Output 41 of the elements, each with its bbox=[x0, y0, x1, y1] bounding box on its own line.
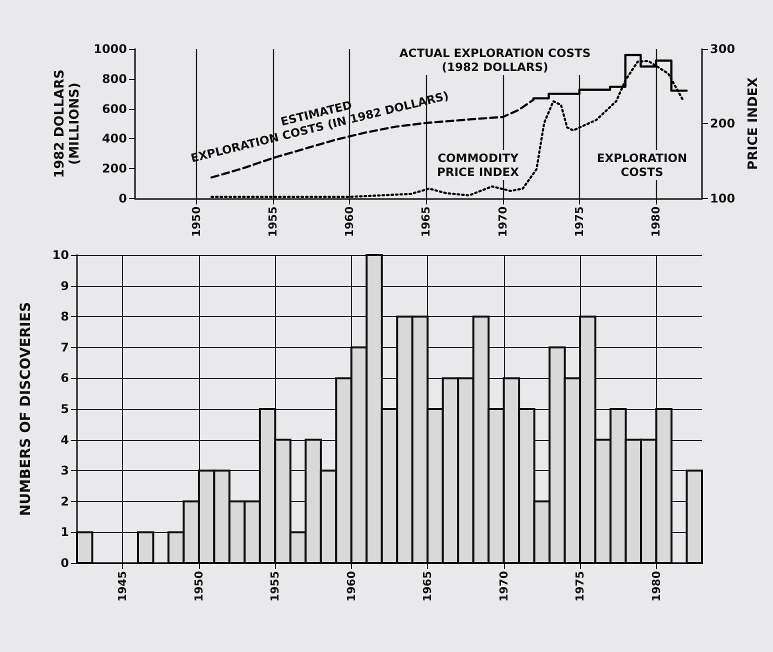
y-tick-label: 2 bbox=[60, 494, 69, 508]
y-tick-label: 800 bbox=[102, 72, 127, 86]
y2-tick-label: 100 bbox=[710, 191, 736, 206]
x-tick-label: 1975 bbox=[574, 571, 587, 602]
y-tick-label: 7 bbox=[60, 340, 69, 354]
y-tick-label: 0 bbox=[118, 191, 127, 206]
y2-axis-title: PRICE INDEX bbox=[746, 77, 761, 170]
y-tick-label: 0 bbox=[60, 556, 69, 570]
annotation: COMMODITY PRICE INDEX bbox=[436, 151, 520, 179]
x-tick-label: 1955 bbox=[268, 571, 282, 602]
y-tick-label: 1000 bbox=[94, 42, 127, 56]
x-tick-label: 1975 bbox=[572, 206, 586, 238]
y-axis-title: 1982 DOLLARS (MILLIONS) bbox=[52, 69, 83, 178]
x-tick-label: 1980 bbox=[650, 206, 663, 238]
x-tick-label: 1945 bbox=[116, 571, 130, 602]
y-tick-label: 9 bbox=[60, 278, 69, 293]
x-tick-label: 1950 bbox=[190, 206, 203, 238]
y-tick-label: 8 bbox=[60, 310, 69, 324]
y2-tick-label: 200 bbox=[710, 116, 736, 131]
y-tick-label: 400 bbox=[102, 132, 127, 146]
y-tick-label: 10 bbox=[52, 248, 69, 262]
x-tick-label: 1960 bbox=[343, 206, 356, 238]
x-tick-label: 1970 bbox=[497, 570, 510, 602]
x-tick-label: 1980 bbox=[650, 570, 663, 602]
y-tick-label: 600 bbox=[102, 102, 127, 116]
x-tick-label: 1955 bbox=[266, 206, 280, 238]
x-tick-label: 1965 bbox=[420, 206, 433, 238]
y-tick-label: 1 bbox=[60, 525, 69, 540]
y-tick-label: 4 bbox=[60, 432, 69, 447]
y-tick-label: 3 bbox=[60, 464, 69, 478]
y-tick-label: 200 bbox=[102, 162, 127, 176]
annotation: ACTUAL EXPLORATION COSTS (1982 DOLLARS) bbox=[399, 46, 591, 74]
x-tick-label: 1950 bbox=[192, 570, 206, 602]
y-axis-title: NUMBERS OF DISCOVERIES bbox=[18, 302, 34, 516]
x-tick-label: 1965 bbox=[421, 571, 434, 602]
y2-tick-label: 300 bbox=[710, 42, 736, 56]
y-tick-label: 6 bbox=[60, 371, 69, 386]
x-tick-label: 1970 bbox=[496, 206, 510, 238]
x-tick-label: 1960 bbox=[344, 570, 358, 602]
annotation: EXPLORATION COSTS bbox=[596, 151, 688, 179]
y-tick-label: 5 bbox=[60, 402, 69, 416]
